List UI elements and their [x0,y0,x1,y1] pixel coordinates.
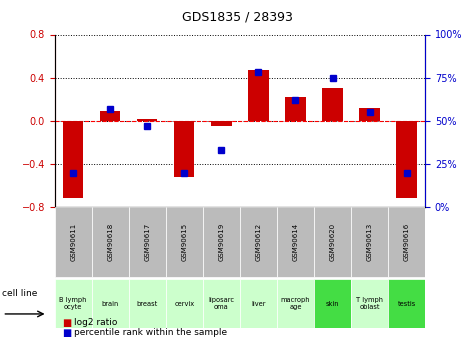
Bar [203,279,240,328]
Text: GSM90619: GSM90619 [218,223,224,261]
Bar [129,207,166,277]
Text: GSM90614: GSM90614 [293,223,298,261]
Text: GSM90617: GSM90617 [144,223,150,261]
Bar [92,207,129,277]
Bar [351,207,388,277]
Text: percentile rank within the sample: percentile rank within the sample [74,328,227,337]
Bar [240,207,277,277]
Bar [388,279,425,328]
Text: T lymph
oblast: T lymph oblast [356,297,383,310]
Bar [166,207,203,277]
Bar [314,279,351,328]
Bar [360,108,380,121]
Text: GSM90615: GSM90615 [181,223,187,261]
Text: macroph
age: macroph age [281,297,310,310]
Bar [55,279,92,328]
Text: cervix: cervix [174,300,194,307]
Text: GSM90616: GSM90616 [404,223,409,261]
Text: GSM90613: GSM90613 [367,223,372,261]
Bar [351,279,388,328]
Bar [55,207,92,277]
Bar [203,207,240,277]
Bar [137,119,157,121]
Bar [92,279,129,328]
Bar [388,207,425,277]
Bar [323,88,342,121]
Bar [285,97,305,121]
Bar [248,70,268,121]
Text: log2 ratio: log2 ratio [74,318,117,327]
Bar [211,121,231,126]
Bar [129,279,166,328]
Text: ■: ■ [62,318,71,327]
Bar [63,121,83,198]
Text: GSM90620: GSM90620 [330,223,335,261]
Text: breast: breast [137,300,158,307]
Bar [314,207,351,277]
Bar [240,279,277,328]
Text: cell line: cell line [2,289,38,298]
Text: ■: ■ [62,328,71,338]
Bar [397,121,417,198]
Text: skin: skin [326,300,339,307]
Bar [166,279,203,328]
Bar [277,279,314,328]
Text: GDS1835 / 28393: GDS1835 / 28393 [182,10,293,23]
Text: GSM90618: GSM90618 [107,223,113,261]
Bar [277,207,314,277]
Bar [174,121,194,177]
Text: GSM90611: GSM90611 [70,223,76,261]
Text: B lymph
ocyte: B lymph ocyte [59,297,87,310]
Text: GSM90612: GSM90612 [256,223,261,261]
Bar [100,111,120,121]
Text: liver: liver [251,300,266,307]
Text: liposarc
oma: liposarc oma [209,297,234,310]
Text: brain: brain [102,300,119,307]
Text: testis: testis [398,300,416,307]
